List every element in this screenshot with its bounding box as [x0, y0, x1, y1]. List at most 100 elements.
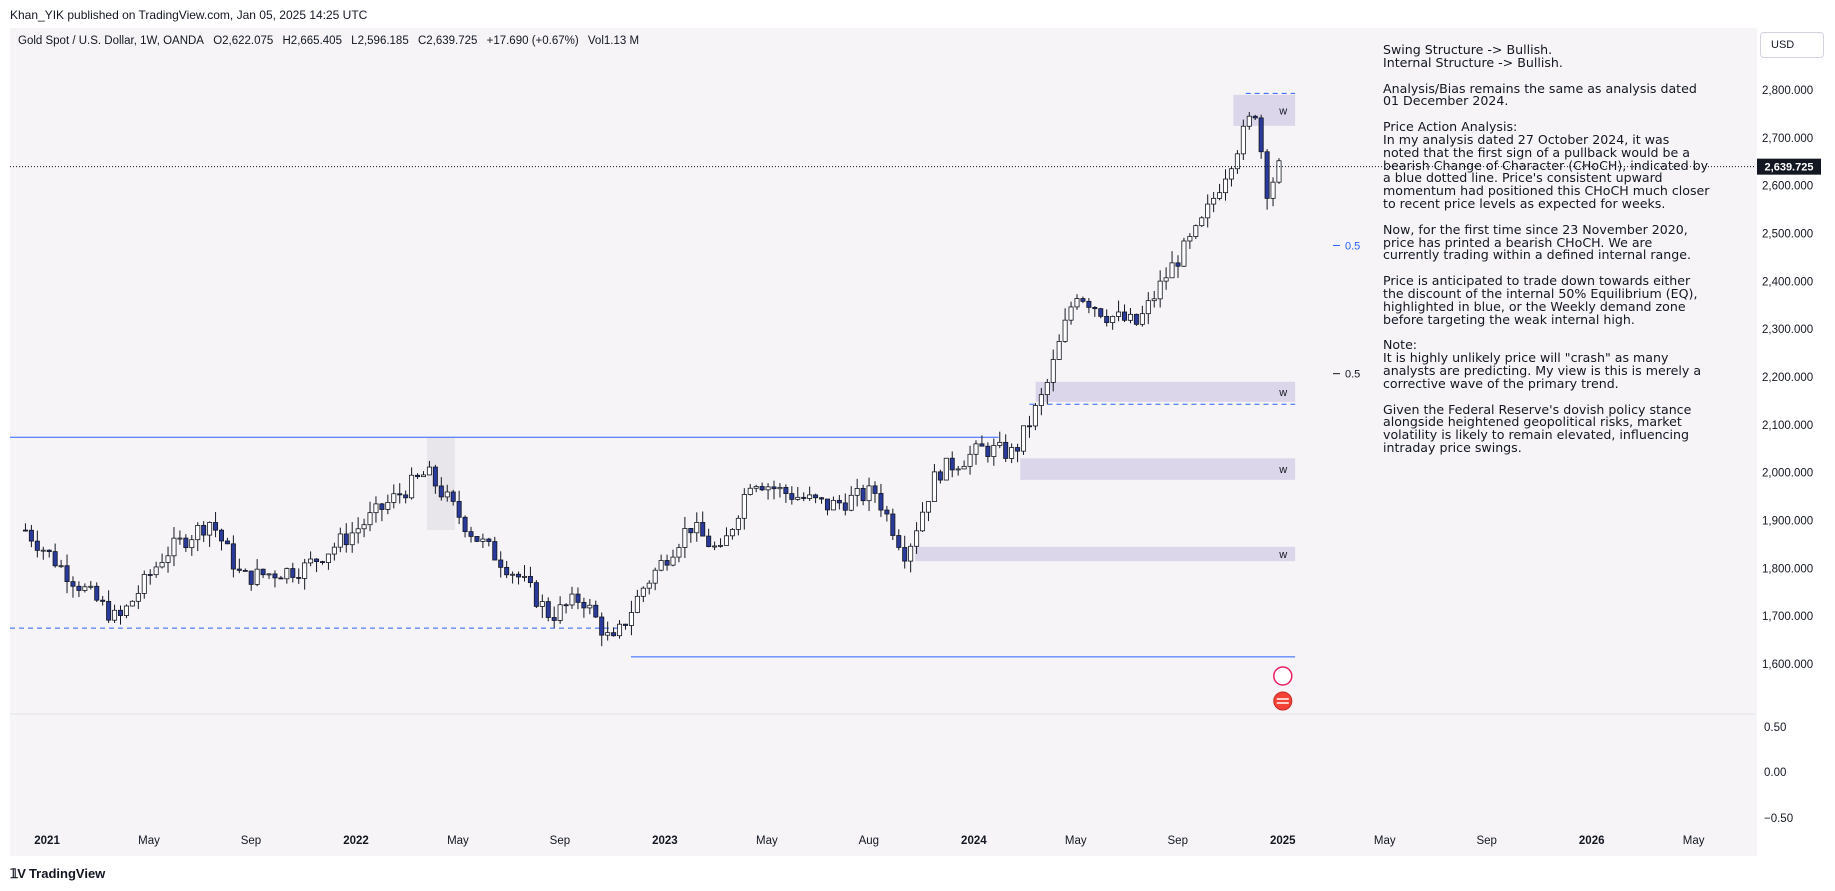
- bull-candle: [830, 499, 836, 511]
- bull-candle: [58, 565, 64, 568]
- bull-candle: [1193, 225, 1199, 237]
- bear-candle: [100, 599, 106, 602]
- bull-candle: [646, 582, 652, 589]
- bear-candle: [343, 533, 349, 546]
- bull-candle: [207, 522, 213, 536]
- bear-candle: [836, 499, 842, 504]
- bear-candle: [278, 577, 284, 580]
- bear-candle: [218, 529, 224, 542]
- candlestick-series: [22, 112, 1282, 647]
- currency-button[interactable]: USD: [1760, 32, 1824, 58]
- bear-candle: [1175, 262, 1181, 267]
- bear-candle: [415, 474, 421, 478]
- bear-candle: [474, 536, 480, 542]
- bull-candle: [670, 556, 676, 566]
- time-tick-label: May: [1683, 835, 1705, 847]
- bear-candle: [813, 494, 819, 499]
- tradingview-logo-icon: 𝟙V: [10, 866, 26, 881]
- bull-candle: [682, 527, 688, 548]
- bear-candle: [1133, 313, 1139, 325]
- us-flag-event-icon: [1273, 691, 1293, 711]
- bear-candle: [290, 568, 296, 578]
- bull-candle: [302, 562, 308, 579]
- event-icons: [1273, 666, 1293, 711]
- bull-candle: [628, 612, 634, 626]
- bull-candle: [925, 501, 931, 513]
- bull-candle: [129, 600, 135, 607]
- bull-candle: [165, 555, 171, 563]
- symbol-name[interactable]: Gold Spot / U.S. Dollar, 1W, OANDA: [18, 35, 204, 47]
- bull-candle: [920, 511, 926, 532]
- bear-candle: [937, 471, 943, 481]
- price-tick-label: 2,100.000: [1762, 420, 1813, 432]
- price-tick-label: 1,700.000: [1762, 611, 1813, 623]
- bear-candle: [700, 522, 706, 537]
- note-paragraph: Now, for the first time since 23 Novembe…: [1383, 221, 1691, 263]
- bull-candle: [159, 562, 165, 568]
- bull-candle: [480, 538, 486, 542]
- bear-candle: [272, 573, 278, 579]
- bull-candle: [1205, 203, 1211, 219]
- bull-candle: [355, 528, 361, 534]
- bull-candle: [1211, 197, 1217, 205]
- bear-candle: [70, 581, 76, 587]
- note-paragraph: Given the Federal Reserve's dovish polic…: [1383, 401, 1692, 455]
- bull-candle: [955, 468, 961, 471]
- bear-candle: [551, 617, 557, 621]
- bull-candle: [973, 443, 979, 455]
- time-tick-label: 2021: [34, 835, 60, 847]
- bull-candle: [652, 569, 658, 584]
- bear-candle: [599, 616, 605, 636]
- bull-candle: [557, 604, 563, 621]
- bull-candle: [420, 474, 426, 478]
- symbol-info-bar[interactable]: Gold Spot / U.S. Dollar, 1W, OANDA O2,62…: [18, 35, 645, 47]
- bull-candle: [848, 494, 854, 511]
- bull-candle: [349, 532, 355, 546]
- bear-candle: [789, 493, 795, 500]
- bull-candle: [325, 553, 331, 563]
- bear-candle: [224, 540, 230, 545]
- bull-candle: [1270, 181, 1276, 199]
- tradingview-logo[interactable]: 𝟙V TradingView: [10, 866, 105, 882]
- bear-candle: [1026, 425, 1032, 428]
- bull-candle: [854, 488, 860, 496]
- bull-candle: [82, 586, 88, 591]
- note-paragraph: Swing Structure -> Bullish. Internal Str…: [1383, 42, 1563, 70]
- bull-candle: [1169, 262, 1175, 279]
- price-tick-label: 1,800.000: [1762, 563, 1813, 575]
- bull-candle: [1217, 192, 1223, 199]
- bull-candle: [1246, 115, 1252, 127]
- bull-candle: [747, 487, 753, 495]
- bull-candle: [1228, 168, 1234, 180]
- bear-candle: [860, 488, 866, 502]
- indicator-tick-label: −0.50: [1764, 813, 1793, 825]
- chart-area[interactable]: [10, 28, 1757, 856]
- bear-candle: [94, 585, 100, 601]
- bear-candle: [236, 568, 242, 571]
- bear-candle: [819, 497, 825, 500]
- zone-label: w: [1278, 549, 1287, 561]
- price-tick-label: 1,600.000: [1762, 659, 1813, 671]
- bear-candle: [456, 501, 462, 518]
- time-tick-label: 2026: [1579, 835, 1605, 847]
- bull-candle: [914, 530, 920, 547]
- bear-candle: [688, 527, 694, 534]
- demand-zone: [915, 546, 1296, 562]
- bear-candle: [949, 457, 955, 471]
- bull-candle: [1056, 341, 1062, 360]
- bear-candle: [1264, 151, 1270, 199]
- bear-candle: [878, 493, 884, 511]
- bull-candle: [1234, 153, 1240, 170]
- bear-candle: [771, 486, 777, 490]
- bear-candle: [1003, 441, 1009, 459]
- bear-candle: [319, 561, 325, 563]
- bull-candle: [1038, 394, 1044, 406]
- bull-candle: [409, 474, 415, 499]
- bull-candle: [177, 537, 183, 540]
- indicator-tick-label: 0.50: [1764, 722, 1786, 734]
- bull-candle: [195, 525, 201, 541]
- bull-candle: [266, 573, 272, 576]
- bear-candle: [248, 570, 254, 585]
- bear-candle: [890, 513, 896, 536]
